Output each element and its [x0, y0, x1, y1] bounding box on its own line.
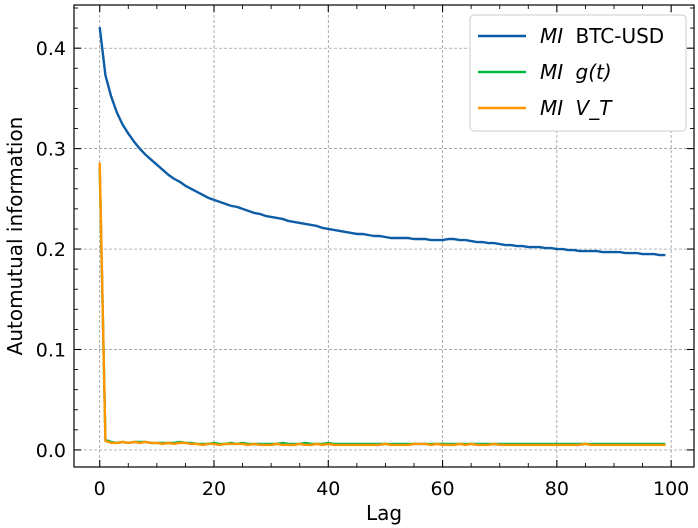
- x-tick-label: 0: [94, 478, 106, 500]
- legend-name-g: g(t): [576, 60, 612, 84]
- legend-prefix-btc: MI: [540, 24, 563, 48]
- series-line-btc-usd: [98, 26, 666, 257]
- x-tick-label: 40: [316, 478, 340, 500]
- legend-name-btc: BTC-USD: [576, 24, 665, 48]
- legend-prefix-vt: MI: [540, 96, 563, 120]
- y-tick-label: 0.0: [36, 440, 66, 462]
- x-tick-label: 80: [545, 478, 569, 500]
- legend-label-g: MI g(t): [540, 60, 612, 84]
- legend-prefix-g: MI: [540, 60, 563, 84]
- x-tick-label: 20: [202, 478, 226, 500]
- y-tick-label: 0.2: [36, 239, 66, 261]
- y-tick-label: 0.3: [36, 139, 66, 161]
- y-tick-label: 0.1: [36, 339, 66, 361]
- legend-name-vt: V_T: [576, 96, 614, 120]
- ticks-layer: [74, 5, 694, 467]
- x-tick-label: 100: [653, 478, 689, 500]
- legend-box: [469, 14, 687, 132]
- tick-labels: 0 20 40 60 80 100 0.0 0.1 0.2 0.3 0.4: [36, 38, 689, 500]
- legend-label-btc: MI BTC-USD: [540, 24, 664, 48]
- plot-frame: [73, 4, 695, 468]
- y-tick-label: 0.4: [36, 38, 66, 60]
- series-layer: [98, 26, 666, 447]
- x-axis-title: Lag: [366, 501, 402, 525]
- x-tick-label: 60: [430, 478, 454, 500]
- legend: MI BTC-USD MI g(t) MI V_T: [469, 14, 687, 132]
- legend-label-vt: MI V_T: [540, 96, 613, 120]
- y-axis-title: Automutual information: [3, 117, 27, 356]
- series-line-v-t: [98, 162, 666, 447]
